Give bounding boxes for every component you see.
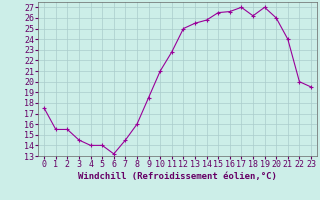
X-axis label: Windchill (Refroidissement éolien,°C): Windchill (Refroidissement éolien,°C) [78, 172, 277, 181]
